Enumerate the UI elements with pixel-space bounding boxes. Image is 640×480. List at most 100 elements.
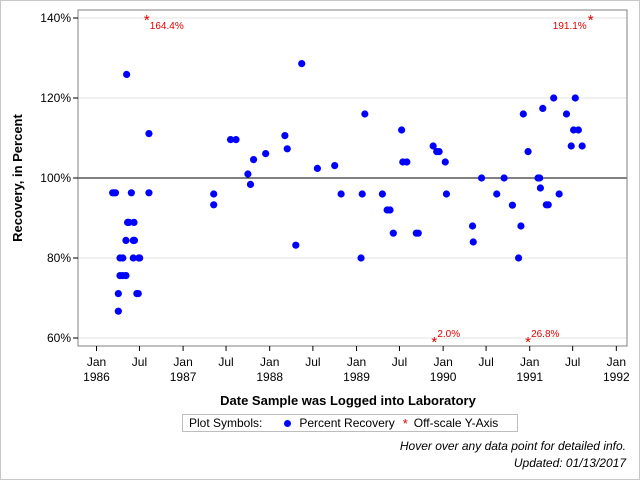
off-scale-marker[interactable]: *: [588, 12, 594, 29]
data-point[interactable]: [331, 162, 339, 170]
data-point[interactable]: [210, 201, 218, 209]
x-tick-label: Jan: [87, 355, 106, 369]
data-point[interactable]: [378, 190, 386, 198]
x-tick-label: Jan: [260, 355, 279, 369]
data-point[interactable]: [517, 222, 525, 230]
data-point[interactable]: [145, 130, 153, 138]
data-point[interactable]: [283, 145, 291, 153]
data-points[interactable]: [109, 60, 586, 315]
y-tick-label: 60%: [47, 331, 71, 345]
data-point[interactable]: [468, 222, 477, 230]
data-point[interactable]: [469, 238, 477, 246]
x-tick-label: Jul: [218, 355, 233, 369]
data-point[interactable]: [429, 142, 437, 150]
legend-item-off-scale: Off-scale Y-Axis: [413, 416, 499, 430]
data-point[interactable]: [578, 142, 586, 150]
data-point[interactable]: [477, 174, 486, 182]
data-point[interactable]: [232, 136, 240, 144]
data-point[interactable]: [337, 190, 345, 198]
off-scale-marker[interactable]: *: [144, 12, 150, 29]
data-point[interactable]: [500, 174, 508, 182]
data-point[interactable]: [145, 189, 153, 197]
hover-hint: Hover over any data point for detailed i…: [399, 439, 626, 453]
data-point[interactable]: [226, 136, 235, 144]
data-point[interactable]: [249, 156, 258, 164]
data-point[interactable]: [313, 164, 321, 172]
data-point[interactable]: [281, 132, 289, 140]
x-tick-label: Jul: [132, 355, 147, 369]
data-point[interactable]: [119, 254, 127, 262]
data-point[interactable]: [134, 290, 142, 298]
data-point[interactable]: [493, 190, 501, 198]
data-point[interactable]: [298, 60, 306, 68]
data-point[interactable]: [130, 218, 138, 226]
data-point[interactable]: [403, 158, 411, 166]
data-point[interactable]: [122, 272, 130, 280]
data-point[interactable]: [357, 254, 365, 262]
data-point[interactable]: [123, 70, 131, 78]
data-point[interactable]: [442, 190, 451, 198]
data-point[interactable]: [111, 189, 120, 197]
y-tick-label: 100%: [40, 171, 71, 185]
data-point[interactable]: [435, 148, 443, 156]
x-tick-year-label: 1992: [603, 370, 630, 384]
data-point[interactable]: [262, 150, 270, 158]
data-point[interactable]: [361, 110, 369, 118]
data-point[interactable]: [544, 201, 552, 209]
legend-title: Plot Symbols:: [189, 416, 263, 430]
y-tick-label: 140%: [40, 11, 71, 25]
data-point[interactable]: [539, 104, 547, 112]
off-scale-marker[interactable]: *: [431, 334, 437, 351]
x-tick-year-label: 1986: [83, 370, 110, 384]
data-point[interactable]: [524, 148, 532, 156]
x-axis-title: Date Sample was Logged into Laboratory: [220, 393, 476, 408]
data-point[interactable]: [244, 170, 252, 178]
x-tick-year-label: 1990: [430, 370, 457, 384]
data-point[interactable]: [386, 206, 394, 214]
legend-item-percent-recovery: Percent Recovery: [299, 416, 395, 430]
data-point[interactable]: [125, 218, 133, 226]
data-point[interactable]: [130, 236, 139, 244]
data-point[interactable]: [550, 94, 558, 102]
x-tick-year-label: 1987: [170, 370, 197, 384]
data-point[interactable]: [555, 190, 563, 198]
x-tick-label: Jan: [520, 355, 539, 369]
data-point[interactable]: [358, 190, 366, 198]
data-point[interactable]: [574, 126, 582, 134]
data-point[interactable]: [536, 174, 544, 182]
x-tick-label: Jul: [392, 355, 407, 369]
data-point[interactable]: [571, 94, 579, 102]
data-point[interactable]: [398, 126, 406, 134]
data-point[interactable]: [129, 254, 137, 262]
data-point[interactable]: [210, 190, 218, 198]
off-scale-markers[interactable]: * 164.4%* 2.0% * 26.8%*191.1%: [144, 12, 594, 351]
data-point[interactable]: [114, 290, 122, 298]
x-tick-year-label: 1988: [256, 370, 283, 384]
data-point[interactable]: [114, 307, 122, 315]
x-tick-year-label: 1989: [343, 370, 370, 384]
data-point[interactable]: [389, 229, 397, 237]
data-point[interactable]: [136, 254, 144, 262]
data-point[interactable]: [246, 180, 255, 188]
data-point[interactable]: [508, 201, 517, 209]
data-point[interactable]: [519, 110, 527, 118]
data-point[interactable]: [414, 229, 422, 237]
x-tick-label: Jul: [565, 355, 580, 369]
data-point[interactable]: [536, 184, 545, 192]
data-point[interactable]: [567, 142, 575, 150]
data-point[interactable]: [127, 189, 135, 197]
off-scale-marker[interactable]: *: [525, 334, 531, 351]
y-tick-label: 80%: [47, 251, 71, 265]
x-tick-label: Jan: [607, 355, 626, 369]
y-tick-label: 120%: [40, 91, 71, 105]
x-tick-label: Jul: [478, 355, 493, 369]
data-point[interactable]: [441, 158, 449, 166]
data-point[interactable]: [122, 236, 130, 244]
off-scale-label: 26.8%: [531, 329, 559, 340]
data-point[interactable]: [514, 254, 523, 262]
data-point[interactable]: [292, 241, 300, 249]
updated-date: Updated: 01/13/2017: [513, 456, 626, 470]
data-point[interactable]: [562, 110, 571, 118]
